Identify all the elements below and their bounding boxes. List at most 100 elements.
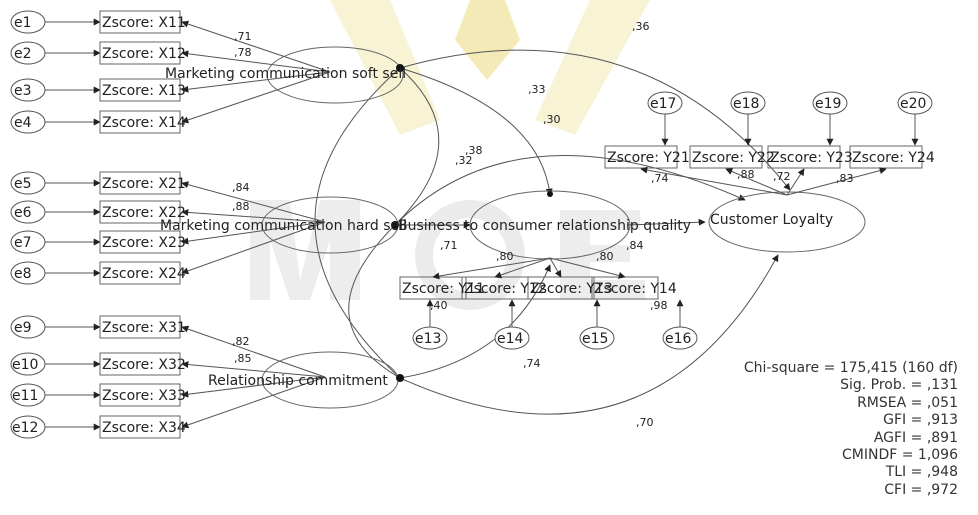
error-label-e6: e6 bbox=[14, 205, 32, 221]
indicator-label-top-1: Zscore: Y21 bbox=[607, 150, 690, 166]
indicator-label-left-8: Zscore: X24 bbox=[102, 266, 186, 282]
error-label-e10: e10 bbox=[12, 357, 38, 373]
loading-path-left-2 bbox=[181, 50, 331, 73]
loading-path-left-3 bbox=[181, 71, 331, 93]
coef-y13: ,80 bbox=[596, 250, 614, 263]
indicator-label-mid-1: Zscore: Y11 bbox=[402, 281, 485, 297]
coef-y12: ,80 bbox=[496, 250, 514, 263]
indicator-label-left-5: Zscore: X21 bbox=[102, 176, 186, 192]
latent-softsell-ellipse bbox=[266, 46, 404, 104]
indicator-box-left-10 bbox=[99, 352, 181, 376]
error-label-e5: e5 bbox=[14, 176, 32, 192]
indicator-box-left-6 bbox=[99, 200, 181, 224]
fit-statistics: Chi-square = 175,415 (160 df) Sig. Prob.… bbox=[744, 360, 958, 499]
error-circle-e14 bbox=[494, 326, 530, 350]
loading-path-top-2 bbox=[725, 168, 788, 196]
latent-loyalty-label: Customer Loyalty bbox=[710, 212, 833, 228]
indicator-box-left-11 bbox=[99, 383, 181, 407]
error-label-e3: e3 bbox=[14, 83, 32, 99]
path-softsell-quality bbox=[399, 67, 553, 196]
coef-y11: ,71 bbox=[440, 239, 458, 252]
fit-cmindf: CMINDF = 1,096 bbox=[842, 447, 958, 464]
loading-path-mid-3 bbox=[549, 257, 562, 278]
indicator-box-top-3 bbox=[767, 145, 841, 169]
cov-soft-hard bbox=[394, 67, 440, 226]
latent-quality-label: Business to consumer relationship qualit… bbox=[398, 218, 691, 234]
indicator-box-left-1 bbox=[99, 10, 181, 34]
loading-path-top-1 bbox=[640, 166, 788, 196]
fit-gfi: GFI = ,913 bbox=[883, 412, 958, 429]
indicator-box-left-8 bbox=[99, 261, 181, 285]
indicator-label-left-11: Zscore: X33 bbox=[102, 388, 186, 404]
coef-rel-quality: ,74 bbox=[523, 357, 541, 370]
indicator-box-top-2 bbox=[689, 145, 763, 169]
loading-path-left-11 bbox=[181, 376, 326, 398]
path-rel-loyalty bbox=[399, 254, 779, 415]
coef-x12: ,78 bbox=[234, 46, 252, 59]
coef-y11b: ,40 bbox=[430, 299, 448, 312]
indicator-box-left-4 bbox=[99, 110, 181, 134]
error-label-e9: e9 bbox=[14, 320, 32, 336]
coef-x31: ,82 bbox=[232, 335, 250, 348]
fit-rmsea: RMSEA = ,051 bbox=[857, 394, 958, 411]
loading-path-mid-4 bbox=[549, 257, 626, 279]
loading-path-top-3 bbox=[786, 168, 805, 196]
coef-x22: ,88 bbox=[232, 200, 250, 213]
indicator-label-left-2: Zscore: X12 bbox=[102, 46, 186, 62]
indicator-label-left-3: Zscore: X13 bbox=[102, 83, 186, 99]
coef-hard-loyalty: ,30 bbox=[543, 113, 561, 126]
coef-y24: ,83 bbox=[836, 172, 854, 185]
error-label-e15: e15 bbox=[582, 331, 608, 347]
indicator-label-left-4: Zscore: X14 bbox=[102, 115, 186, 131]
error-circle-e13 bbox=[412, 326, 448, 350]
path-softsell-loyalty bbox=[399, 49, 791, 191]
indicator-label-mid-2: Zscore: Y12 bbox=[464, 281, 547, 297]
path-rel-quality bbox=[399, 264, 551, 379]
coef-soft-loyalty: ,36 bbox=[632, 20, 650, 33]
error-label-e11: e11 bbox=[12, 388, 38, 404]
error-label-e13: e13 bbox=[415, 331, 441, 347]
loading-path-left-9 bbox=[181, 325, 326, 378]
indicator-label-left-1: Zscore: X11 bbox=[102, 15, 186, 31]
error-label-e2: e2 bbox=[14, 46, 32, 62]
cov-hard-rel bbox=[348, 224, 401, 379]
coef-y23: ,72 bbox=[773, 170, 791, 183]
error-circle-e20 bbox=[897, 91, 933, 115]
error-label-e16: e16 bbox=[665, 331, 692, 347]
loading-path-left-6 bbox=[181, 208, 326, 223]
indicator-label-top-3: Zscore: Y23 bbox=[770, 150, 853, 166]
fit-tli: TLI = ,948 bbox=[885, 464, 958, 481]
coef-x11: ,71 bbox=[234, 30, 252, 43]
coef-y22: ,88 bbox=[737, 168, 755, 181]
indicator-label-top-4: Zscore: Y24 bbox=[852, 150, 935, 166]
coef-y14: ,84 bbox=[626, 239, 644, 252]
fit-sig-prob: Sig. Prob. = ,131 bbox=[840, 377, 958, 394]
error-circle-e19 bbox=[812, 91, 848, 115]
indicator-label-mid-3: Zscore: Y13 bbox=[530, 281, 613, 297]
latent-hardsell-label: Marketing communication hard sell bbox=[160, 218, 407, 234]
indicator-box-left-5 bbox=[99, 171, 181, 195]
indicator-label-top-2: Zscore: Y22 bbox=[692, 150, 775, 166]
fit-chi-square: Chi-square = 175,415 (160 df) bbox=[743, 360, 958, 376]
loading-path-left-5 bbox=[181, 181, 326, 223]
loading-path-left-12 bbox=[181, 376, 326, 429]
error-label-e20: e20 bbox=[900, 96, 926, 112]
path-quality-loyalty bbox=[626, 218, 706, 226]
loading-path-top-4 bbox=[786, 167, 887, 196]
indicator-label-left-10: Zscore: X32 bbox=[102, 357, 186, 373]
loading-path-left-1 bbox=[181, 20, 331, 73]
error-circle-e17 bbox=[647, 91, 683, 115]
error-circle-e15 bbox=[579, 326, 615, 350]
fit-cfi: CFI = ,972 bbox=[884, 481, 958, 498]
indicator-label-left-12: Zscore: X34 bbox=[102, 420, 186, 436]
coef-x32: ,85 bbox=[234, 352, 252, 365]
loading-path-left-4 bbox=[181, 71, 331, 124]
fit-agfi: AGFI = ,891 bbox=[873, 429, 958, 446]
error-label-e18: e18 bbox=[733, 96, 759, 112]
loading-path-left-8 bbox=[181, 221, 326, 275]
coef-x21: ,84 bbox=[232, 181, 250, 194]
error-label-e8: e8 bbox=[14, 266, 32, 282]
error-label-e4: e4 bbox=[14, 115, 32, 131]
